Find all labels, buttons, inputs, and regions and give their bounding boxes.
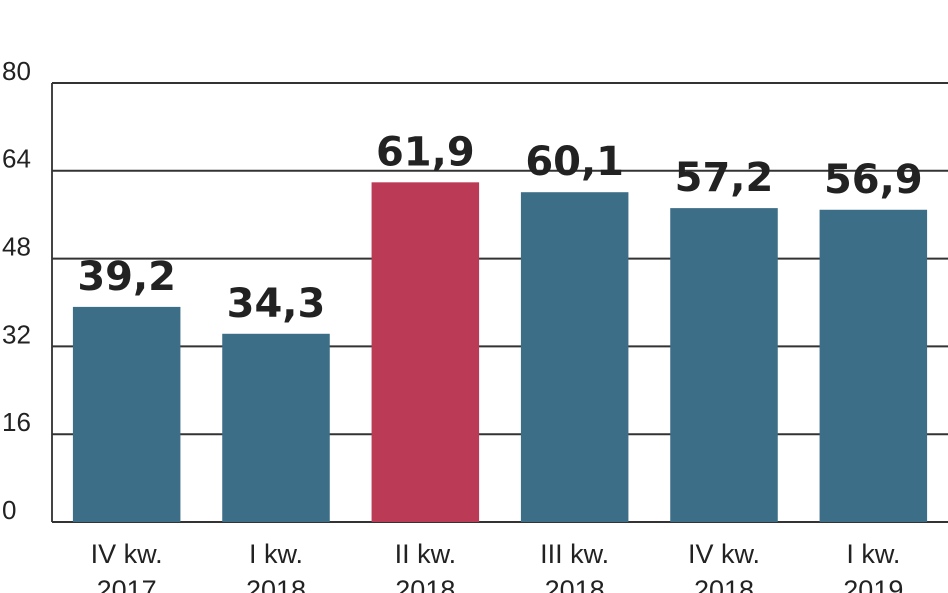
x-tick-label: IV kw. 2018 xyxy=(688,539,760,593)
bar xyxy=(520,192,629,523)
x-tick-label: III kw. 2018 xyxy=(540,539,609,593)
y-tick-label: 48 xyxy=(2,231,31,261)
value-label: 56,9 xyxy=(824,157,923,203)
x-tick-label: I kw. 2018 xyxy=(246,539,306,593)
bar xyxy=(371,182,480,523)
x-tick-label: I kw. 2019 xyxy=(843,539,903,593)
value-label: 34,3 xyxy=(227,281,326,327)
bar xyxy=(72,306,181,522)
x-tick-label: IV kw. 2017 xyxy=(91,539,163,593)
bar xyxy=(819,209,928,523)
y-tick-label: 64 xyxy=(2,144,31,174)
y-tick-label: 32 xyxy=(2,319,31,349)
bar xyxy=(670,208,778,523)
x-tick-label: II kw. 2018 xyxy=(395,539,457,593)
value-label: 57,2 xyxy=(675,155,774,201)
y-tick-label: 0 xyxy=(2,495,16,525)
bar xyxy=(222,333,330,522)
value-label: 39,2 xyxy=(77,254,176,300)
value-label: 60,1 xyxy=(525,139,624,185)
value-label: 61,9 xyxy=(376,129,475,175)
y-tick-label: 80 xyxy=(2,56,31,86)
y-tick-label: 16 xyxy=(2,407,31,437)
